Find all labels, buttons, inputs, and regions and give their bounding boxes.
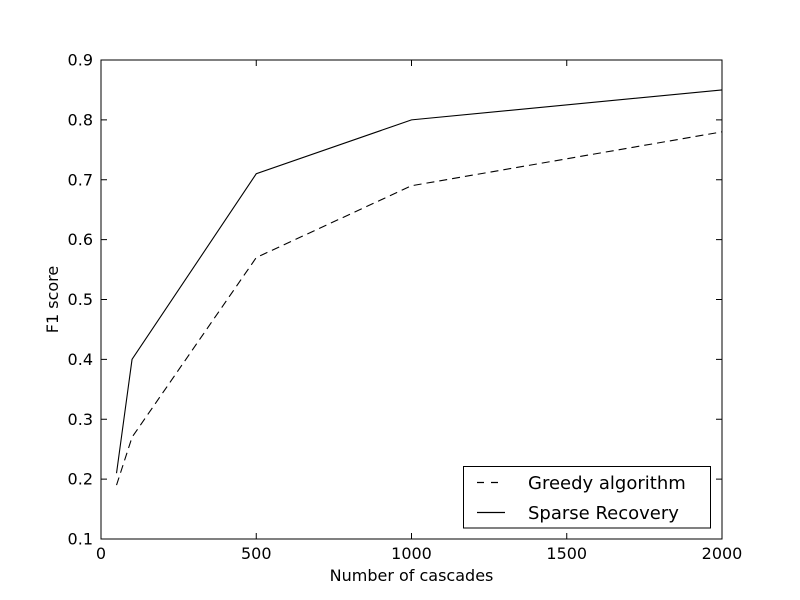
axis-tick-labels: 0 500 1000 1500 2000 0.1 0.2 0.3 0.4 0.5 0.6 0.7 0.8… — [68, 51, 743, 564]
series-line-greedy-algorithm — [116, 131, 723, 486]
y-tick-label: 0.2 — [68, 470, 93, 489]
y-tick-label: 0.7 — [68, 170, 93, 189]
data-series — [115, 89, 723, 486]
y-tick-label: 0.6 — [68, 230, 93, 249]
y-tick-label: 0.8 — [68, 110, 93, 129]
y-tick-label: 0.9 — [68, 51, 93, 70]
legend-label: Greedy algorithm — [528, 473, 686, 494]
x-tick-label: 1500 — [546, 544, 587, 563]
axis-ticks — [100, 59, 723, 540]
legend: Greedy algorithm Sparse Recovery — [463, 466, 711, 529]
y-axis-title: F1 score — [43, 266, 62, 333]
series-line-sparse-recovery — [115, 89, 723, 474]
y-tick-label: 0.5 — [68, 290, 93, 309]
x-tick-label: 1000 — [391, 544, 432, 563]
x-tick-label: 2000 — [702, 544, 743, 563]
y-tick-label: 0.3 — [68, 410, 93, 429]
legend-label: Sparse Recovery — [528, 503, 679, 524]
x-tick-label: 500 — [241, 544, 272, 563]
y-tick-label: 0.4 — [68, 350, 93, 369]
legend-box — [463, 466, 711, 529]
x-tick-label: 0 — [96, 544, 106, 563]
x-axis-title: Number of cascades — [330, 566, 494, 585]
y-tick-label: 0.1 — [68, 530, 93, 549]
